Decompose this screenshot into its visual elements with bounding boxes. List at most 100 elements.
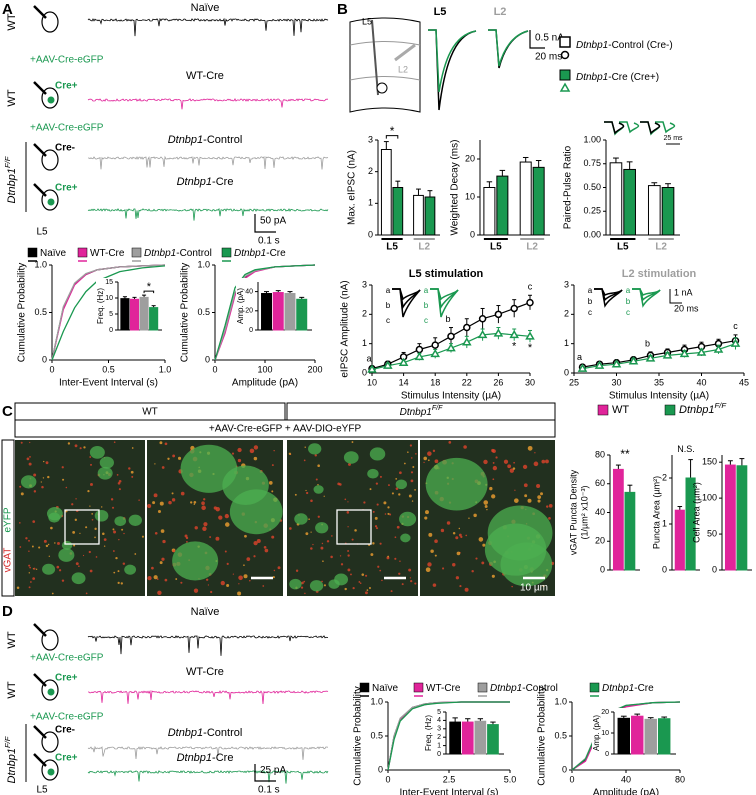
puncta [344, 498, 347, 501]
y-tick-label: 0 [42, 354, 47, 364]
puncta [45, 461, 49, 465]
puncta [305, 489, 307, 492]
x-tick-label: 5.0 [504, 774, 517, 784]
x-tick-label: 25 [569, 377, 579, 387]
virus-label: +AAV-Cre-eGFP + AAV-DIO-eYFP [209, 424, 362, 435]
puncta [379, 542, 382, 545]
puncta [243, 574, 248, 579]
puncta [16, 586, 20, 590]
legend-marker [559, 82, 571, 92]
puncta [524, 494, 528, 498]
bar [474, 720, 487, 755]
cell-body [114, 516, 127, 527]
puncta [375, 527, 379, 530]
cell-body [395, 479, 408, 490]
marker [696, 347, 707, 356]
puncta [304, 592, 306, 595]
header: Dtnbp1F/F [400, 405, 443, 418]
trace-title: Dtnbp1-Control [168, 727, 243, 739]
puncta [79, 447, 82, 450]
puncta [147, 504, 152, 509]
legend-label: Dtnbp1-Control [144, 248, 212, 259]
puncta [352, 586, 355, 590]
annotation: c [528, 282, 533, 292]
y-tick-label: 0 [368, 229, 373, 239]
chart-title: L2 stimulation [622, 268, 697, 280]
layer-label: L5 [36, 785, 48, 795]
puncta [113, 571, 116, 574]
puncta [489, 486, 493, 491]
group-label: L5 [490, 242, 502, 253]
puncta [492, 465, 498, 471]
evoked-trace [392, 288, 421, 310]
puncta [432, 449, 436, 453]
legend-swatch [589, 682, 600, 693]
pipette [33, 183, 47, 197]
bar [674, 509, 685, 571]
scale-bar [254, 214, 276, 233]
puncta [289, 527, 292, 530]
puncta [387, 555, 389, 558]
y-tick-label: 40 [245, 288, 253, 295]
bar [661, 187, 675, 236]
puncta [478, 537, 484, 542]
puncta [123, 532, 125, 535]
puncta [75, 498, 77, 500]
cell-body [124, 564, 137, 575]
puncta [475, 557, 478, 560]
puncta [32, 577, 36, 580]
legend-label: WT-Cre [426, 683, 461, 694]
puncta [394, 557, 397, 560]
genotype: WT [6, 13, 18, 30]
puncta [118, 538, 120, 541]
x-tick-label: 40 [696, 377, 706, 387]
label-text: -Cre [634, 683, 654, 694]
puncta [153, 575, 158, 580]
trace [88, 155, 329, 170]
puncta [272, 575, 275, 579]
marker [730, 338, 741, 347]
nucleus [47, 688, 55, 696]
puncta [210, 590, 213, 594]
legend-swatch [131, 247, 142, 258]
y-axis-label: Cumulative Probability [180, 263, 191, 363]
marker [509, 329, 520, 339]
puncta [425, 510, 429, 515]
panel-label: D [2, 603, 13, 620]
neuron-icon [41, 759, 59, 781]
puncta [91, 518, 94, 521]
puncta [157, 510, 161, 514]
y-tick-label: 1 [662, 518, 667, 528]
puncta [458, 533, 462, 537]
y-axis-label: Freq. (Hz) [96, 288, 105, 324]
puncta [428, 532, 433, 537]
superscript: F/F [3, 155, 12, 168]
zoom-box [64, 509, 100, 545]
x-tick-label: 0.5 [102, 364, 115, 374]
bar [496, 175, 509, 236]
puncta [383, 501, 387, 505]
puncta [366, 589, 369, 591]
puncta [492, 478, 495, 481]
marker [461, 337, 472, 346]
puncta [224, 550, 227, 553]
marker [577, 363, 588, 372]
y-tick-label: 100 [702, 493, 717, 503]
puncta [110, 498, 114, 501]
group-label: L5 [386, 242, 398, 253]
nucleus [47, 96, 55, 104]
y-axis-label: Amp. (pA) [592, 715, 601, 751]
legend-swatch [77, 247, 88, 258]
nucleus [47, 768, 55, 776]
puncta [350, 573, 352, 576]
puncta [303, 459, 306, 462]
puncta [394, 536, 397, 539]
puncta [396, 525, 400, 529]
legend-label: Dtnbp1-Cre [234, 248, 286, 259]
puncta [28, 539, 30, 542]
puncta [463, 445, 467, 449]
y-tick-label: 1 [368, 198, 373, 208]
puncta [464, 587, 469, 592]
y-tick-label: 4 [437, 717, 441, 724]
puncta [237, 591, 242, 596]
